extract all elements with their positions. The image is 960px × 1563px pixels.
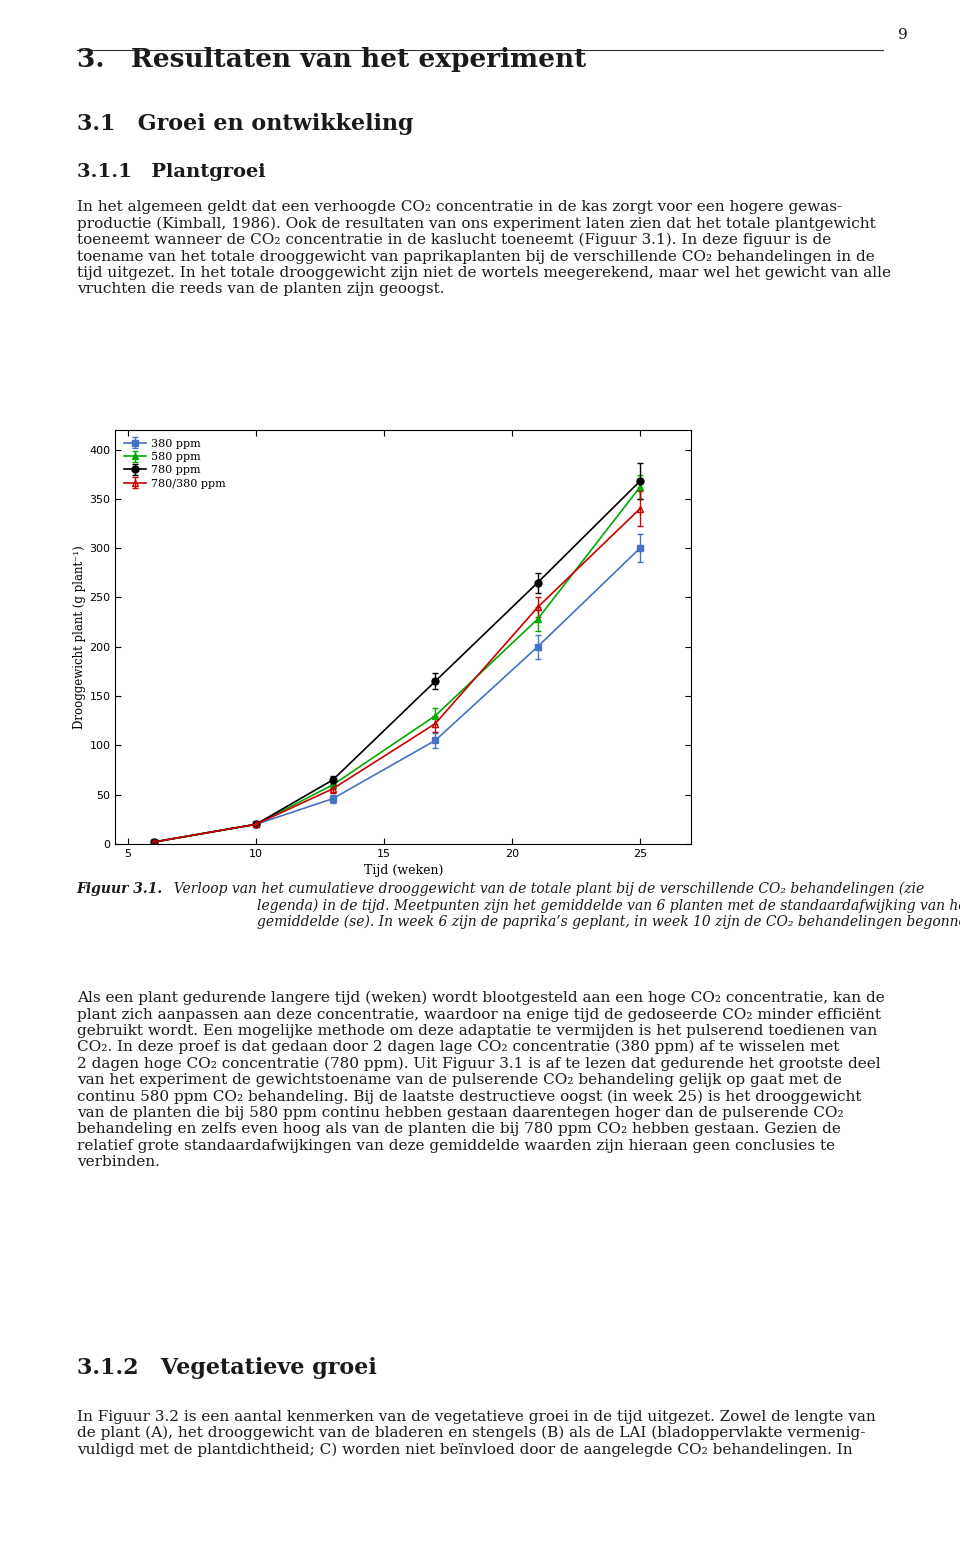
Text: 3.1 Groei en ontwikkeling: 3.1 Groei en ontwikkeling — [77, 113, 414, 134]
Text: 9: 9 — [898, 28, 907, 42]
Text: Als een plant gedurende langere tijd (weken) wordt blootgesteld aan een hoge CO₂: Als een plant gedurende langere tijd (we… — [77, 991, 884, 1169]
Y-axis label: Drooggewicht plant (g plant⁻¹): Drooggewicht plant (g plant⁻¹) — [73, 545, 86, 728]
Text: Figuur 3.1.: Figuur 3.1. — [77, 882, 163, 896]
Text: Verloop van het cumulatieve drooggewicht van de totale plant bij de verschillend: Verloop van het cumulatieve drooggewicht… — [146, 882, 960, 930]
Text: 3. Resultaten van het experiment: 3. Resultaten van het experiment — [77, 47, 587, 72]
Text: 3.1.2 Vegetatieve groei: 3.1.2 Vegetatieve groei — [77, 1357, 376, 1379]
Text: In Figuur 3.2 is een aantal kenmerken van de vegetatieve groei in de tijd uitgez: In Figuur 3.2 is een aantal kenmerken va… — [77, 1410, 876, 1457]
Text: In het algemeen geldt dat een verhoogde CO₂ concentratie in de kas zorgt voor ee: In het algemeen geldt dat een verhoogde … — [77, 200, 891, 295]
Text: 3.1.1 Plantgroei: 3.1.1 Plantgroei — [77, 163, 265, 181]
Legend: 380 ppm, 580 ppm, 780 ppm, 780/380 ppm: 380 ppm, 580 ppm, 780 ppm, 780/380 ppm — [121, 436, 228, 492]
X-axis label: Tijd (weken): Tijd (weken) — [364, 864, 443, 877]
